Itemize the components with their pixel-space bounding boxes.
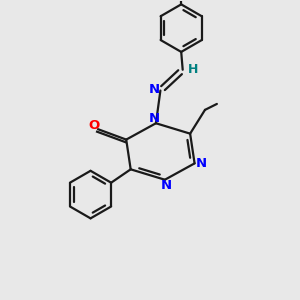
Text: O: O — [88, 119, 99, 132]
Text: N: N — [148, 82, 159, 96]
Text: H: H — [188, 63, 198, 76]
Text: N: N — [149, 112, 160, 125]
Text: N: N — [161, 178, 172, 192]
Text: N: N — [196, 158, 207, 170]
